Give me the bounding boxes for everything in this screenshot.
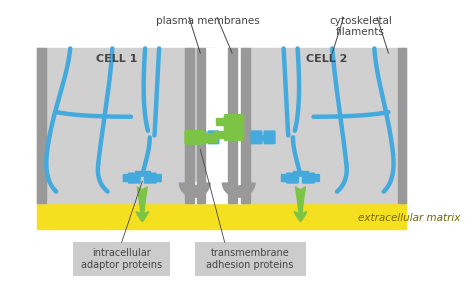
Bar — [194, 182, 197, 203]
FancyBboxPatch shape — [195, 242, 306, 276]
FancyBboxPatch shape — [312, 174, 320, 182]
FancyBboxPatch shape — [286, 172, 299, 184]
Text: cytoskeletal
filaments: cytoskeletal filaments — [329, 16, 392, 37]
FancyBboxPatch shape — [154, 174, 162, 182]
Bar — [214, 131, 226, 138]
Text: transmembrane
adhesion proteins: transmembrane adhesion proteins — [206, 248, 293, 270]
FancyBboxPatch shape — [123, 174, 131, 182]
Text: intracellular
adaptor proteins: intracellular adaptor proteins — [81, 248, 162, 270]
FancyBboxPatch shape — [184, 130, 205, 145]
Text: plasma membranes: plasma membranes — [156, 16, 260, 26]
Bar — [201, 48, 242, 203]
FancyBboxPatch shape — [224, 114, 244, 129]
Text: CELL 2: CELL 2 — [306, 54, 347, 64]
Bar — [228, 48, 406, 203]
Bar — [197, 48, 205, 203]
Bar — [293, 171, 308, 175]
FancyBboxPatch shape — [264, 130, 276, 144]
Text: CELL 1: CELL 1 — [96, 54, 137, 64]
FancyBboxPatch shape — [144, 172, 157, 184]
FancyBboxPatch shape — [128, 172, 141, 184]
Bar — [228, 48, 237, 203]
Text: extracellular matrix: extracellular matrix — [357, 213, 460, 223]
Bar — [201, 135, 214, 140]
FancyBboxPatch shape — [207, 130, 219, 144]
Bar — [37, 48, 46, 203]
Bar — [135, 171, 150, 175]
FancyBboxPatch shape — [224, 126, 244, 141]
FancyBboxPatch shape — [250, 130, 263, 144]
Bar — [241, 48, 250, 203]
Bar — [216, 118, 226, 125]
Bar — [185, 48, 194, 203]
FancyBboxPatch shape — [302, 172, 315, 184]
Bar — [37, 48, 215, 203]
Bar — [237, 182, 241, 203]
Bar — [398, 48, 406, 203]
FancyBboxPatch shape — [194, 130, 206, 144]
FancyBboxPatch shape — [73, 242, 170, 276]
Bar — [257, 135, 271, 140]
Bar — [37, 203, 406, 229]
FancyBboxPatch shape — [281, 174, 289, 182]
Bar — [203, 133, 217, 142]
